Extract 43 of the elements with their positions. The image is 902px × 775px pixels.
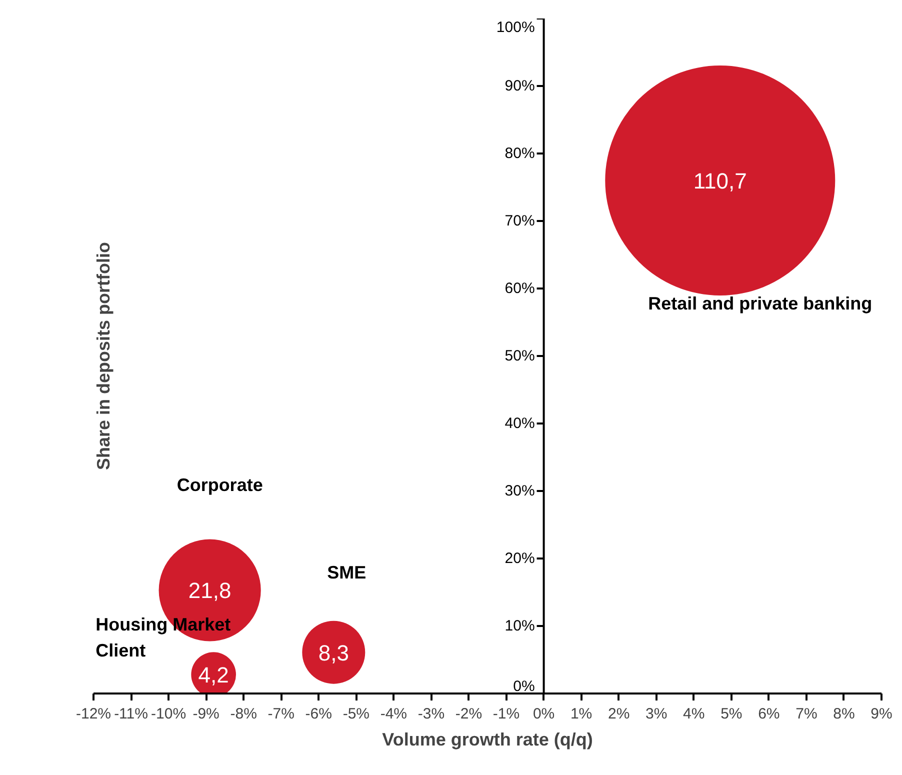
x-tick-label: -11% [114, 706, 148, 722]
y-tick-label: 30% [504, 482, 535, 500]
x-tick-label: 3% [646, 706, 668, 722]
series-label: Housing Market Client [96, 614, 231, 661]
x-tick-label: -2% [455, 706, 482, 722]
annotation: 110,7 [693, 168, 747, 194]
x-tick-label: -10% [151, 706, 186, 722]
x-tick-label: -6% [305, 706, 332, 722]
x-tick-label: -8% [230, 706, 257, 722]
x-axis-title: Volume growth rate (q/q) [382, 730, 593, 750]
x-tick-label: 0% [532, 706, 555, 722]
annotation: 21,8 [188, 578, 232, 604]
y-tick-label: 70% [504, 212, 535, 230]
x-tick-label: 9% [870, 706, 892, 722]
y-tick-label: 90% [504, 78, 535, 94]
x-tick-label: 4% [683, 706, 705, 722]
y-tick-label: 50% [504, 348, 535, 364]
x-tick-label: 1% [570, 706, 592, 722]
x-tick-label: 6% [758, 706, 780, 722]
x-tick-label: -7% [268, 706, 294, 722]
text: Corporate [176, 475, 263, 496]
x-tick-label: -1% [492, 706, 520, 722]
x-tick-label: 7% [796, 706, 818, 722]
x-tick-label: -3% [418, 706, 445, 722]
y-tick-label: 40% [504, 415, 535, 432]
x-tick-label: 5% [720, 706, 742, 722]
annotation: 4,2 [198, 662, 229, 688]
y-tick-label: 60% [504, 280, 535, 297]
x-tick-label: -12% [76, 706, 112, 722]
x-tick-label: -4% [380, 706, 408, 722]
y-tick-label: 100% [496, 19, 535, 36]
x-tick-label: -9% [192, 706, 220, 722]
y-tick-label: 10% [504, 618, 535, 634]
y-tick-label: 80% [504, 145, 535, 162]
text: SME [327, 562, 366, 582]
x-tick-label: -5% [342, 706, 370, 722]
y-tick-label: 20% [504, 550, 535, 567]
series-label: Retail and private banking [648, 294, 872, 314]
annotation: 8,3 [318, 640, 349, 666]
x-tick-label: 2% [608, 706, 630, 722]
y-axis-title: Share in deposits portfolio [94, 242, 114, 470]
y-tick-label: 0% [513, 678, 535, 695]
x-tick-label: 8% [833, 706, 855, 722]
